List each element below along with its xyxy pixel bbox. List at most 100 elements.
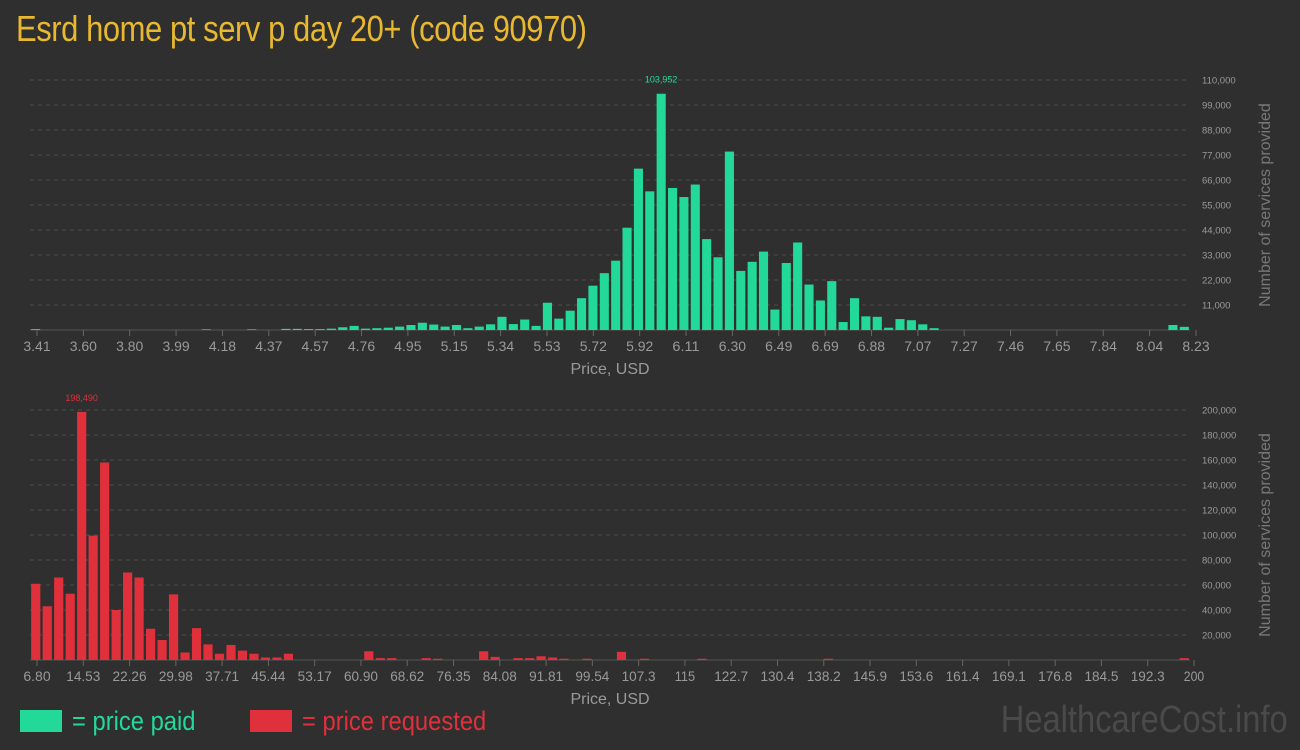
bar	[531, 325, 541, 330]
bar	[611, 260, 621, 330]
bar	[463, 328, 473, 330]
x-tick-label: 53.17	[298, 668, 332, 684]
y-tick-label: 120,000	[1202, 506, 1236, 517]
bar	[451, 325, 462, 330]
x-tick-label: 45.44	[251, 668, 285, 684]
x-tick-label: 4.18	[209, 338, 236, 354]
x-tick-label: 4.57	[302, 338, 329, 354]
y-tick-label: 20,000	[1202, 631, 1231, 642]
bar	[315, 329, 325, 330]
x-tick-label: 3.41	[23, 338, 50, 354]
y-tick-label: 77,000	[1202, 151, 1231, 162]
bar	[508, 324, 518, 330]
bar	[100, 462, 110, 660]
legend-paid-label: = price paid	[72, 705, 196, 736]
bar	[616, 651, 627, 660]
legend-paid-swatch	[20, 710, 62, 732]
bar	[1179, 326, 1189, 330]
x-tick-label: 99.54	[575, 668, 609, 684]
bar	[375, 658, 385, 660]
bar	[770, 309, 780, 330]
bar	[918, 324, 928, 330]
bar	[146, 628, 156, 660]
x-tick-label: 68.62	[390, 668, 424, 684]
bar	[554, 318, 564, 330]
bar	[54, 577, 64, 660]
x-tick-label: 5.92	[626, 338, 653, 354]
y-tick-label: 110,000	[1202, 76, 1236, 87]
x-tick-label: 14.53	[66, 668, 100, 684]
bar	[65, 593, 75, 660]
x-tick-label: 7.07	[904, 338, 931, 354]
bar	[203, 644, 213, 660]
x-tick-label: 184.5	[1084, 668, 1118, 684]
bar	[525, 658, 535, 660]
bar	[582, 658, 592, 660]
bar	[827, 281, 837, 330]
x-tick-label: 176.8	[1038, 668, 1072, 684]
y-tick-label: 11,000	[1202, 301, 1230, 312]
bar	[872, 316, 882, 330]
bar	[283, 653, 294, 660]
bar	[490, 656, 500, 660]
bar	[895, 319, 905, 330]
bar	[406, 325, 416, 330]
y-tick-label: 180,000	[1202, 431, 1236, 442]
bar	[247, 329, 257, 330]
bar	[884, 327, 894, 330]
x-tick-label: 115	[675, 668, 696, 684]
x-tick-label: 145.9	[853, 668, 887, 684]
bar	[906, 320, 916, 330]
bar	[697, 658, 707, 660]
x-tick-label: 5.15	[441, 338, 468, 354]
bar	[497, 316, 507, 330]
x-tick-label: 4.76	[348, 338, 375, 354]
bar	[588, 285, 598, 330]
legend-paid: = price paid	[20, 704, 212, 738]
x-tick-label: 5.53	[533, 338, 560, 354]
bar	[31, 329, 41, 330]
bar	[201, 329, 211, 330]
legend-requested: = price requested	[250, 704, 511, 738]
bar	[237, 650, 248, 660]
y-tick-label: 44,000	[1202, 226, 1231, 237]
y-tick-label: 60,000	[1202, 581, 1231, 592]
legend-requested-swatch	[250, 710, 292, 732]
bar	[281, 328, 291, 330]
bar	[536, 656, 546, 660]
y-tick-label: 80,000	[1202, 556, 1231, 567]
x-tick-label: 3.60	[70, 338, 97, 354]
bar	[639, 658, 650, 660]
bar	[542, 302, 552, 330]
bar	[395, 326, 405, 330]
bar	[781, 262, 791, 330]
bar	[702, 239, 712, 330]
bar	[861, 316, 871, 330]
bar	[724, 151, 734, 330]
x-axis-label: Price, USD	[570, 691, 649, 708]
bar	[272, 657, 282, 660]
legend-requested-label: = price requested	[302, 705, 487, 736]
bar	[349, 325, 359, 330]
x-tick-label: 161.4	[946, 668, 980, 684]
x-tick-label: 7.65	[1043, 338, 1070, 354]
bar	[547, 657, 558, 660]
bar	[168, 594, 179, 660]
bar	[633, 168, 643, 330]
bar	[520, 319, 530, 330]
bar	[77, 411, 87, 660]
bar	[191, 628, 202, 660]
bar	[474, 326, 484, 330]
bar	[429, 324, 439, 330]
bar	[929, 328, 939, 330]
bar	[656, 93, 666, 330]
bar	[417, 322, 427, 330]
x-tick-label: 22.26	[113, 668, 147, 684]
chart-price-requested: 20,000 40,000 60,000 80,000 100,000 120,000 14…	[23, 393, 1274, 708]
x-tick-label: 5.72	[580, 338, 607, 354]
bar	[372, 328, 382, 330]
x-tick-label: 200	[1184, 668, 1205, 684]
x-tick-label: 6.88	[858, 338, 885, 354]
bar	[668, 187, 678, 330]
bar	[440, 326, 450, 330]
